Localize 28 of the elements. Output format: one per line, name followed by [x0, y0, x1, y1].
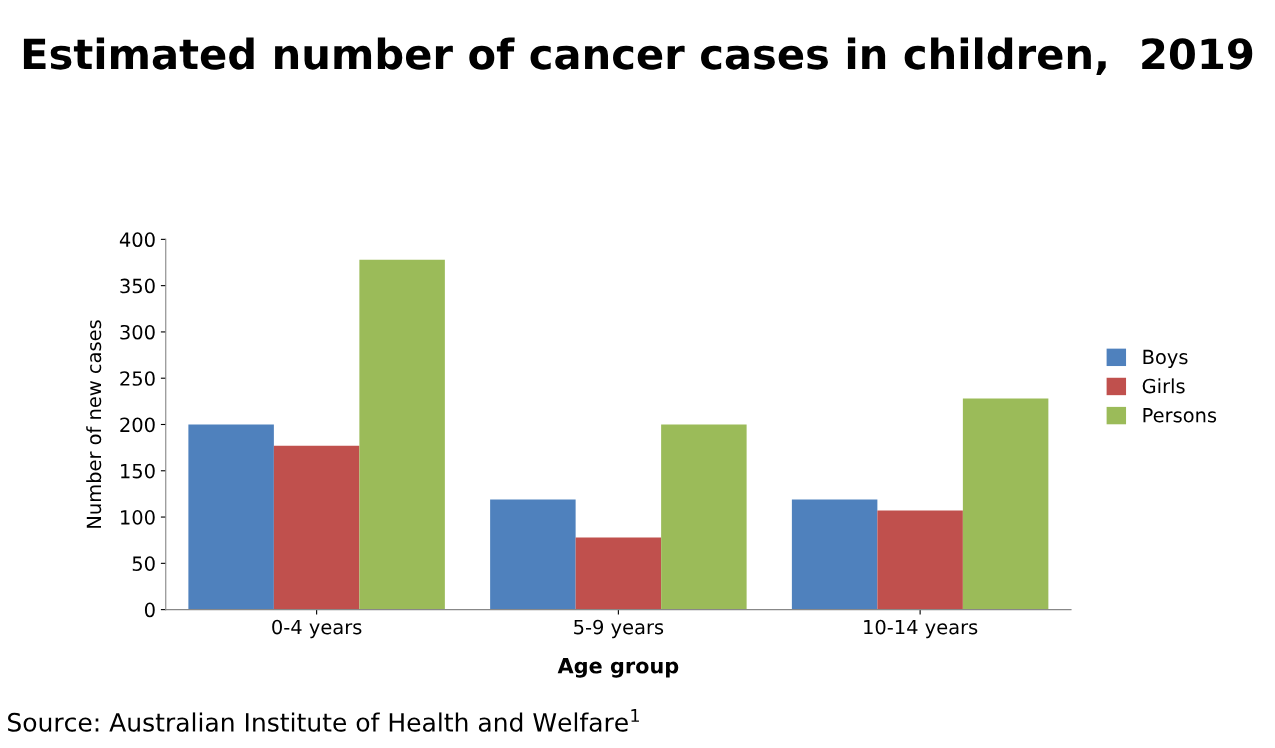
- bar: [791, 499, 878, 610]
- y-tick-label: 350: [120, 278, 155, 294]
- x-tick-label: 5-9 years: [574, 619, 664, 639]
- bar: [359, 259, 445, 610]
- x-tick-label: 0-4 years: [272, 619, 362, 639]
- y-tick-label: 250: [120, 371, 155, 386]
- bar: [661, 424, 747, 610]
- y-tick-label: 200: [120, 417, 155, 433]
- bar: [575, 537, 662, 610]
- y-tick-label: 0: [144, 602, 155, 618]
- bar: [877, 510, 963, 610]
- y-tick-label: 100: [121, 510, 155, 525]
- y-tick-label: 150: [121, 463, 155, 479]
- chart-title: Estimated number of cancer cases in children, 2019: [23, 37, 1253, 75]
- y-axis-title: Number of new cases: [86, 320, 102, 528]
- y-tick-label: 50: [132, 556, 155, 571]
- legend-label: Persons: [1143, 408, 1217, 423]
- y-tick-label: 400: [119, 232, 155, 248]
- x-axis-title: Age group: [557, 658, 679, 678]
- x-tick-label: 10-14 years: [864, 619, 978, 639]
- bar: [490, 499, 576, 610]
- y-tick-label: 300: [120, 324, 155, 340]
- legend-label: Girls: [1142, 378, 1185, 394]
- bar: [273, 445, 360, 610]
- bar: [962, 398, 1049, 610]
- bar: [188, 424, 274, 610]
- source-note: Source: Australian Institute of Health and Welfare$^{1}$: [8, 709, 639, 732]
- legend-label: Boys: [1143, 349, 1188, 369]
